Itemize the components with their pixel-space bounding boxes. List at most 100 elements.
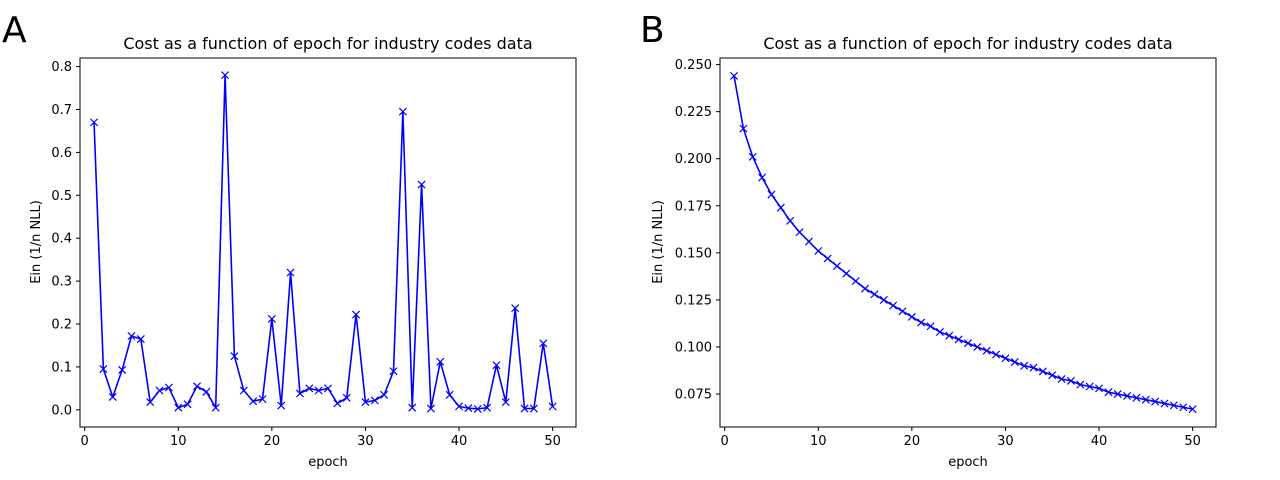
data-point-marker — [295, 389, 304, 398]
x-tick-label: 30 — [357, 434, 374, 449]
data-point-marker — [183, 400, 192, 409]
data-point-marker — [935, 327, 944, 336]
data-point-marker — [851, 277, 860, 286]
x-tick-label: 50 — [544, 434, 561, 449]
data-point-marker — [323, 384, 333, 393]
chart-panel-a: A Cost as a function of epoch for indust… — [2, 10, 577, 470]
data-point-marker — [954, 335, 963, 344]
data-point-marker — [417, 180, 426, 189]
data-point-marker — [1104, 388, 1113, 397]
data-point-marker — [333, 399, 342, 408]
data-point-marker — [164, 383, 173, 392]
y-tick-label: 0.8 — [51, 60, 72, 75]
data-point-marker — [342, 393, 351, 402]
x-tick-label: 10 — [810, 434, 827, 449]
data-point-marker — [539, 339, 548, 348]
data-point-marker — [758, 173, 767, 182]
panel-label-a: A — [2, 10, 27, 51]
data-point-marker — [730, 71, 739, 80]
data-point-marker — [136, 335, 145, 344]
data-point-marker — [249, 397, 258, 406]
data-point-marker — [398, 107, 407, 116]
data-point-marker — [90, 118, 99, 127]
data-point-marker — [445, 390, 454, 399]
series-line-group — [90, 71, 557, 414]
data-point-marker — [426, 404, 435, 413]
x-tick-label: 40 — [451, 434, 468, 449]
x-tick-label: 40 — [1091, 434, 1108, 449]
x-axis-label: epoch — [308, 455, 348, 470]
data-point-marker — [889, 301, 898, 310]
data-point-marker — [99, 365, 108, 374]
data-point-marker — [1010, 358, 1019, 367]
data-point-marker — [267, 314, 276, 323]
y-tick-label: 0.250 — [675, 58, 712, 73]
data-point-marker — [314, 386, 323, 395]
x-tick-label: 0 — [721, 434, 729, 449]
data-point-marker — [174, 403, 183, 412]
data-point-marker — [1076, 380, 1085, 389]
axis-ticks: 0 10 20 30 40 50 0.0 0.1 0.2 0.3 0.4 0.5 0.6 0.7 0.8 — [51, 60, 561, 449]
data-point-marker — [1057, 374, 1066, 384]
data-point-marker — [776, 203, 785, 212]
y-tick-label: 0.5 — [51, 189, 72, 204]
data-point-marker — [511, 304, 520, 313]
data-point-marker — [1169, 401, 1178, 410]
axis-ticks: 0 10 20 30 40 50 0.075 0.100 0.125 0.150 0.175 0.20… — [675, 58, 1201, 449]
data-point-marker — [548, 402, 557, 411]
data-point-marker — [211, 403, 220, 412]
data-point-marker — [492, 361, 501, 370]
data-point-marker — [1188, 405, 1197, 414]
data-point-marker — [454, 402, 464, 411]
data-point-marker — [1094, 384, 1104, 393]
data-point-marker — [907, 312, 916, 321]
data-point-marker — [823, 254, 832, 263]
data-point-marker — [221, 71, 230, 80]
data-point-marker — [258, 395, 267, 404]
panel-label-b: B — [640, 10, 665, 51]
data-point-marker — [286, 268, 295, 277]
data-point-marker — [832, 262, 842, 271]
data-point-marker — [879, 295, 888, 304]
data-point-marker — [1038, 367, 1047, 376]
data-point-marker — [108, 392, 117, 401]
y-tick-label: 0.2 — [51, 318, 72, 333]
plot-frame — [719, 57, 1217, 428]
data-point-marker — [898, 307, 907, 316]
data-point-marker — [973, 342, 982, 352]
data-point-marker — [963, 339, 973, 348]
data-point-marker — [408, 403, 417, 412]
data-point-marker — [146, 398, 155, 407]
chart-title: Cost as a function of epoch for industry… — [123, 34, 532, 53]
data-point-marker — [361, 398, 370, 407]
x-axis-label: epoch — [948, 455, 988, 470]
x-tick-label: 50 — [1184, 434, 1201, 449]
chart-title: Cost as a function of epoch for industry… — [763, 34, 1172, 53]
y-tick-label: 0.4 — [51, 232, 72, 247]
data-point-marker — [529, 404, 538, 413]
data-point-marker — [1179, 403, 1188, 412]
data-point-marker — [277, 401, 286, 410]
data-point-marker — [520, 404, 529, 413]
x-tick-label: 20 — [264, 434, 281, 449]
data-point-marker — [389, 367, 398, 376]
data-point-marker — [1160, 399, 1169, 408]
data-point-marker — [202, 387, 211, 396]
data-point-marker — [795, 228, 804, 237]
data-point-marker — [1141, 395, 1150, 404]
data-point-marker — [842, 269, 851, 278]
data-point-marker — [1066, 376, 1075, 385]
data-point-marker — [464, 404, 473, 413]
y-tick-label: 0.100 — [675, 340, 712, 355]
data-point-marker — [917, 318, 926, 327]
data-point-marker — [473, 404, 482, 414]
data-point-marker — [380, 390, 389, 399]
data-point-marker — [155, 386, 164, 395]
data-point-marker — [748, 152, 757, 161]
x-tick-label: 10 — [170, 434, 187, 449]
data-point-marker — [483, 403, 492, 412]
series-line — [93, 74, 554, 410]
data-point-marker — [1132, 393, 1141, 402]
series-line — [733, 75, 1193, 410]
data-point-marker — [926, 322, 935, 331]
